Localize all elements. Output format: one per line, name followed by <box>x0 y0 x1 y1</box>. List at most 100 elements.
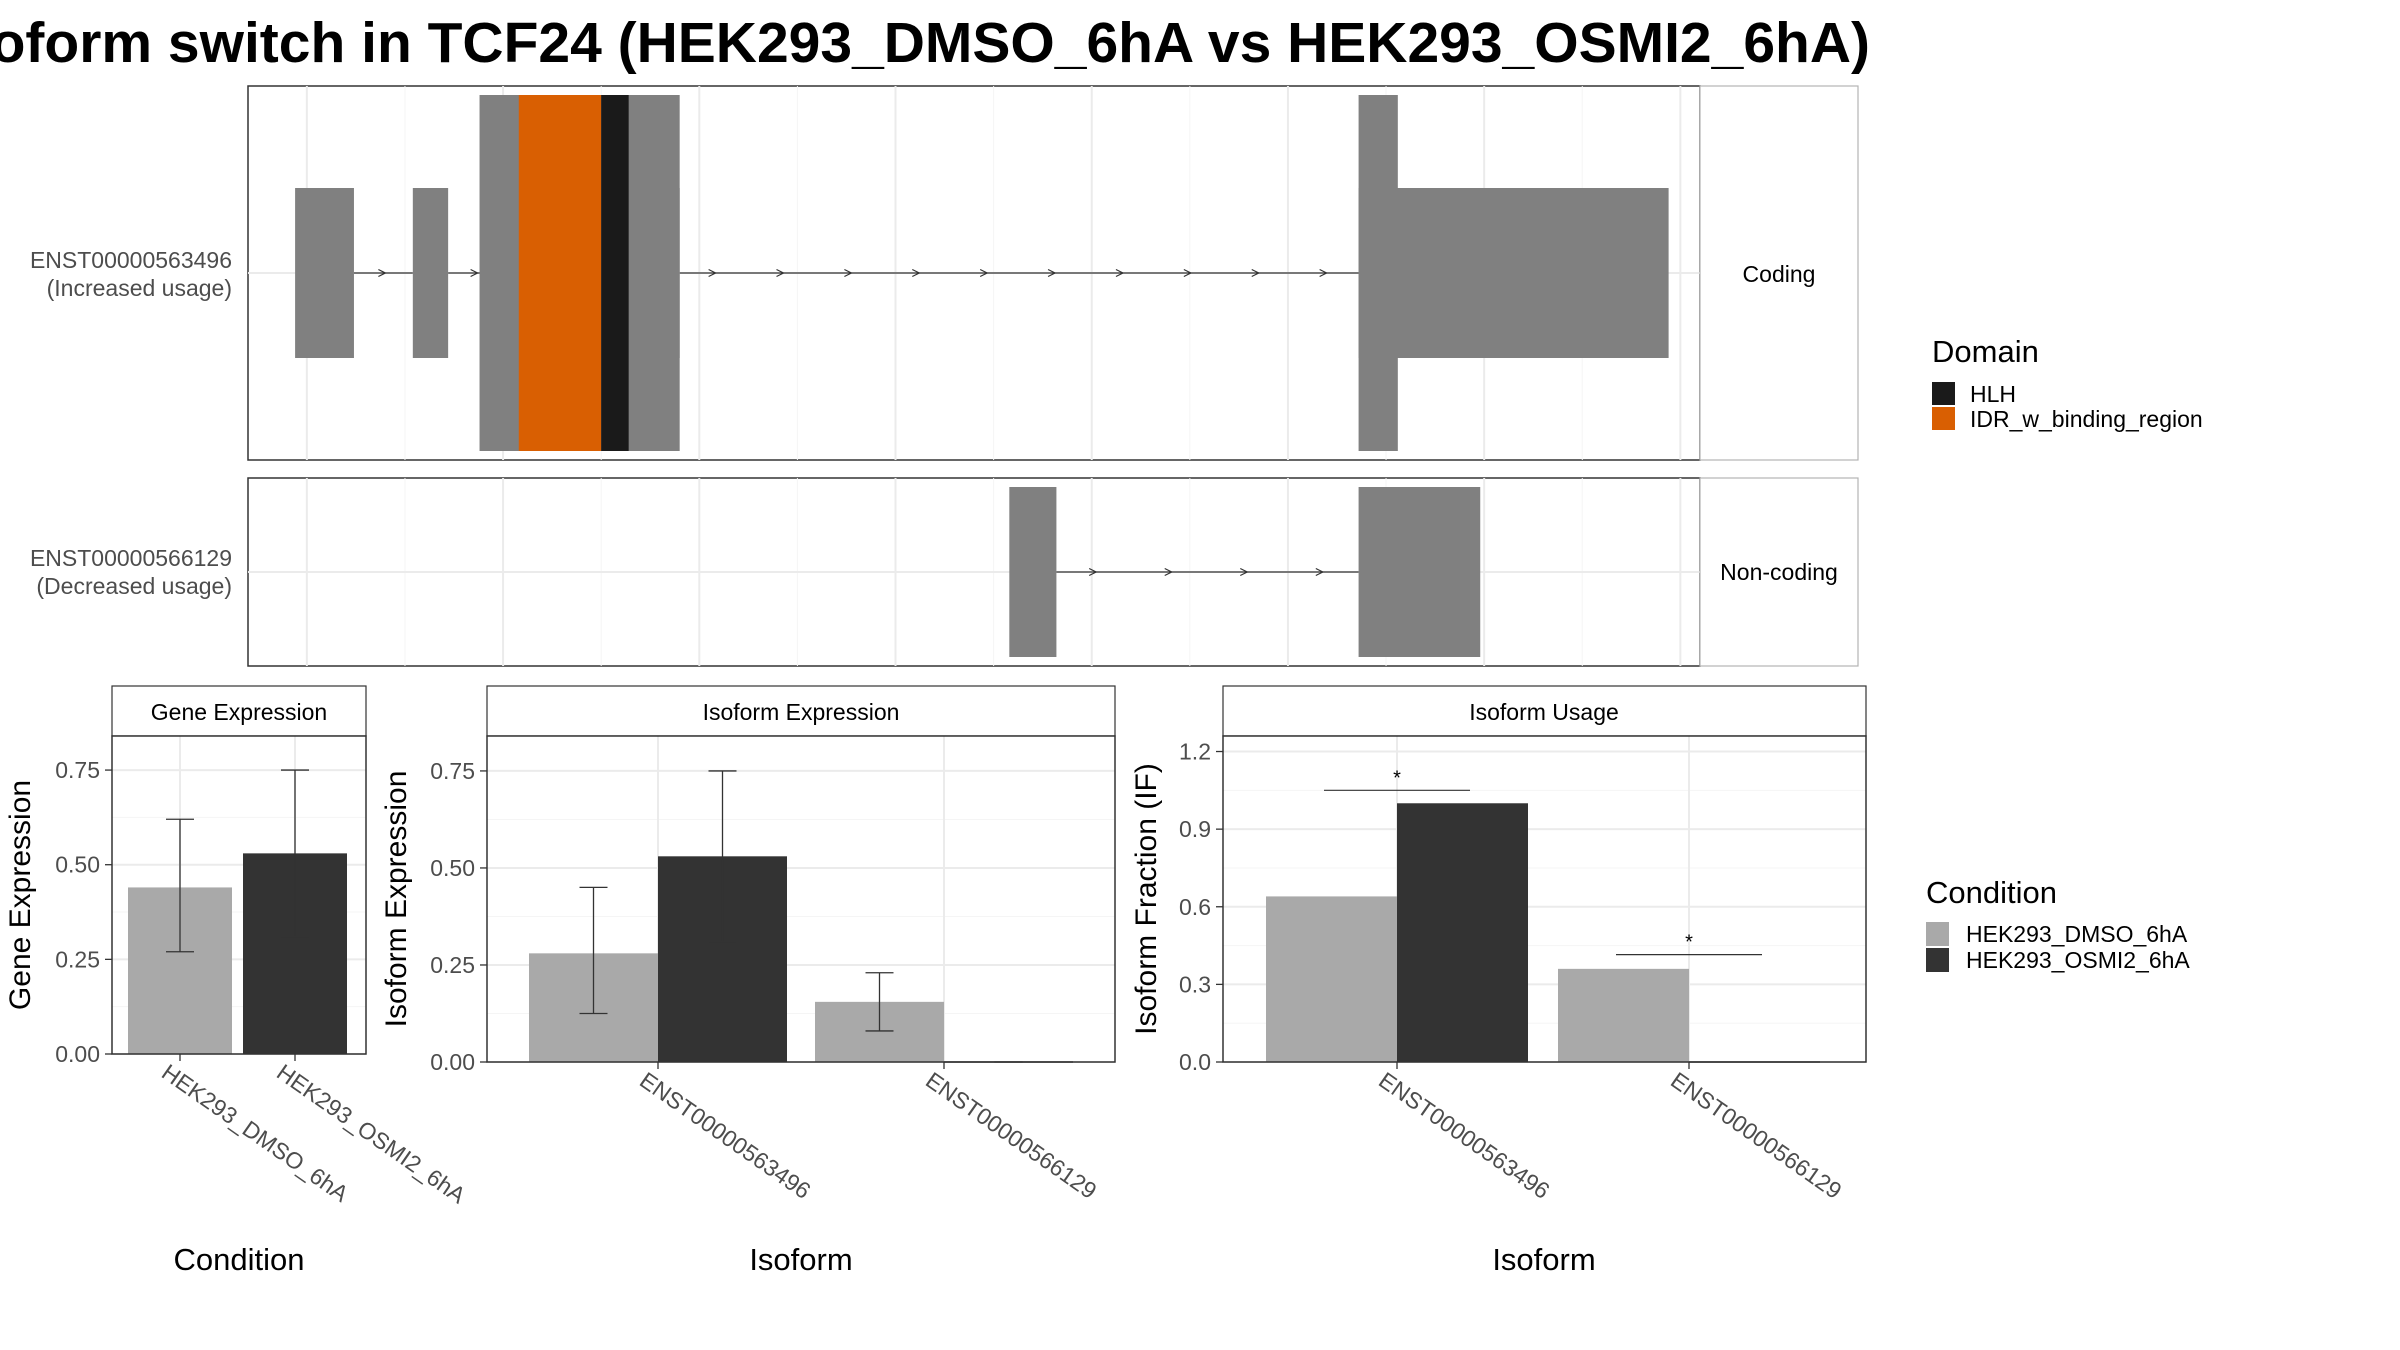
bar <box>1266 896 1397 1062</box>
gene-expression-title: Gene Expression <box>151 699 327 725</box>
intron-arrow <box>708 268 717 278</box>
isoform-usage-title: Isoform Usage <box>1469 699 1619 725</box>
intron-arrow <box>378 268 387 278</box>
legend-key-hlh <box>1932 382 1955 405</box>
isoform-expression-frame <box>486 735 1116 1063</box>
legend-key-osmi2 <box>1926 948 1949 972</box>
y-tick-label: 0.0 <box>1179 1049 1211 1075</box>
y-tick-label: 0.25 <box>55 946 100 972</box>
intron-arrow <box>1183 268 1193 278</box>
significance-star: * <box>1685 932 1693 954</box>
gene-expression-strip <box>111 685 367 737</box>
intron-arrow <box>979 268 989 278</box>
isoform-usage-y-ticks: 0.0 0.3 0.6 0.9 1.2 <box>1179 739 1223 1075</box>
legend-label-idr: IDR_w_binding_region <box>1970 406 2203 432</box>
y-tick-label: 0.75 <box>430 758 475 784</box>
exon <box>295 188 354 358</box>
condition-legend-title: Condition <box>1926 875 2057 910</box>
isoform-expression-y-label: Isoform Expression <box>380 771 413 1028</box>
legend-label-dmso: HEK293_DMSO_6hA <box>1966 921 2188 947</box>
intron-arrow <box>844 268 853 278</box>
isoform-usage-panel: Isoform Usage ** 0.00.30.60.91.2 ENST000… <box>1130 685 1867 1277</box>
intron-arrow <box>1240 567 1249 577</box>
y-tick-label: 0.3 <box>1179 971 1211 997</box>
noncoding-strip-label: Non-coding <box>1720 559 1838 585</box>
x-tick-label: ENST00000563496 <box>1374 1067 1554 1204</box>
isoform-expression-title: Isoform Expression <box>703 699 900 725</box>
significance-star: * <box>1393 767 1401 789</box>
exon <box>1358 188 1669 358</box>
isoform-expression-y-ticks: 0.00 0.25 0.50 0.75 <box>430 758 487 1075</box>
isoform-usage-x-label: Isoform <box>1492 1242 1595 1277</box>
exon <box>1009 487 1057 657</box>
intron-arrow <box>1315 567 1325 577</box>
intron-arrow <box>1115 268 1125 278</box>
x-tick-label: ENST00000563496 <box>635 1067 815 1204</box>
exon-cds <box>1358 95 1398 451</box>
isoform-usage-strip <box>1222 685 1867 737</box>
legend-label-hlh: HLH <box>1970 381 2016 407</box>
intron-arrow <box>1047 268 1057 278</box>
gene-expression-marks <box>128 769 347 1054</box>
isoform-usage-y-label: Isoform Fraction (IF) <box>1130 763 1163 1035</box>
isoform-usage-frame <box>1222 735 1867 1063</box>
x-tick-label: ENST00000566129 <box>921 1067 1101 1204</box>
intron-arrow <box>1319 268 1328 278</box>
coding-isoform-id-label: ENST00000563496 <box>30 247 232 273</box>
domain-idr <box>518 95 602 451</box>
coding-transcript-panel: Coding ENST00000563496 (Increased usage) <box>30 85 1859 461</box>
y-tick-label: 0.25 <box>430 952 475 978</box>
noncoding-isoform-id-label: ENST00000566129 <box>30 545 232 571</box>
intron-arrow <box>776 268 785 278</box>
y-tick-label: 1.2 <box>1179 739 1211 765</box>
legend-label-osmi2: HEK293_OSMI2_6hA <box>1966 947 2190 973</box>
intron-arrow <box>1164 567 1174 577</box>
y-tick-label: 0.00 <box>55 1041 100 1067</box>
y-tick-label: 0.00 <box>430 1049 475 1075</box>
gene-expression-x-label: Condition <box>174 1242 305 1277</box>
gene-expression-panel: Gene Expression 0.00 0.25 0.50 0.75 HEK293_… <box>4 685 471 1277</box>
y-tick-label: 0.50 <box>55 852 100 878</box>
x-tick-label: HEK293_OSMI2_6hA <box>272 1059 471 1209</box>
intron-arrow <box>1088 567 1098 577</box>
figure-title: The isoform switch in TCF24 (HEK293_DMSO… <box>0 11 1870 75</box>
gene-expression-frame <box>111 735 367 1055</box>
coding-strip <box>1699 85 1859 461</box>
isoform-usage-marks: ** <box>1266 767 1820 1063</box>
x-tick-label: ENST00000566129 <box>1666 1067 1846 1204</box>
intron-arrow <box>470 268 479 278</box>
bar <box>1397 803 1528 1062</box>
y-tick-label: 0.75 <box>55 757 100 783</box>
legend-key-idr <box>1932 407 1955 430</box>
isoform-expression-x-label: Isoform <box>749 1242 852 1277</box>
coding-isoform-usage-label: (Increased usage) <box>47 275 232 301</box>
coding-strip-label: Coding <box>1743 261 1816 287</box>
isoform-usage-x-ticks: ENST00000563496 ENST00000566129 <box>1374 1062 1847 1204</box>
isoform-expression-panel: Isoform Expression 0.00 0.25 0.50 0.75 ENST… <box>380 685 1116 1277</box>
y-tick-label: 0.6 <box>1179 894 1211 920</box>
isoform-expression-marks <box>529 770 1073 1063</box>
noncoding-transcript-marks <box>1009 487 1481 657</box>
exon <box>1358 487 1481 657</box>
legend-key-dmso <box>1926 922 1949 946</box>
noncoding-isoform-usage-label: (Decreased usage) <box>36 573 232 599</box>
figure-title-wrap: The isoform switch in TCF24 (HEK293_DMSO… <box>0 0 1870 90</box>
intron-arrow <box>1251 268 1261 278</box>
coding-transcript-marks <box>295 95 1669 451</box>
condition-legend: Condition HEK293_DMSO_6hA HEK293_OSMI2_6… <box>1926 875 2190 973</box>
noncoding-strip <box>1699 477 1859 667</box>
gene-expression-y-label: Gene Expression <box>4 780 37 1010</box>
x-tick-label: HEK293_DMSO_6hA <box>157 1059 354 1208</box>
domain-legend-title: Domain <box>1932 334 2039 369</box>
y-tick-label: 0.50 <box>430 855 475 881</box>
intron-arrow <box>912 268 921 278</box>
domain-hlh <box>601 95 629 451</box>
y-tick-label: 0.9 <box>1179 816 1211 842</box>
bar <box>1558 968 1689 1062</box>
gene-expression-y-ticks: 0.00 0.25 0.50 0.75 <box>55 757 112 1067</box>
noncoding-transcript-panel: Non-coding ENST00000566129 (Decreased us… <box>30 477 1859 667</box>
exon <box>412 188 449 358</box>
isoform-expression-x-ticks: ENST00000563496 ENST00000566129 <box>635 1062 1102 1204</box>
